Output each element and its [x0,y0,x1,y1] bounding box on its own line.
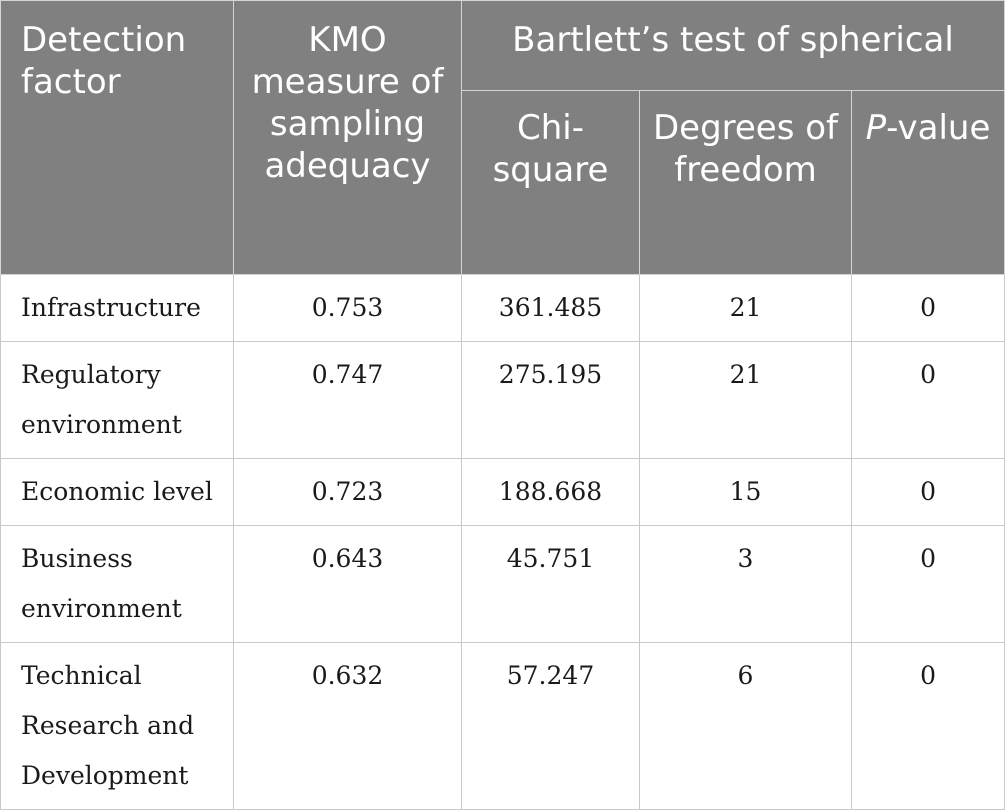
cell-kmo: 0.747 [233,341,462,459]
cell-chi-square: 45.751 [461,525,640,643]
cell-df: 21 [639,341,852,459]
header-chi-square: Chi-square [461,90,640,275]
cell-p-value: 0 [850,458,1005,526]
cell-df: 6 [639,642,852,810]
cell-p-value: 0 [850,274,1005,342]
cell-factor: Technical Research and Development [0,642,234,810]
table-row: Economic level 0.723 188.668 15 0 [0,458,1005,526]
cell-chi-square: 275.195 [461,341,640,459]
header-detection-factor: Detection factor [0,0,234,275]
header-p-rest: -value [886,108,991,148]
header-degrees-of-freedom: Degrees of freedom [639,90,852,275]
table-row: Technical Research and Development 0.632… [0,642,1005,810]
cell-factor: Business environment [0,525,234,643]
cell-df: 3 [639,525,852,643]
cell-chi-square: 361.485 [461,274,640,342]
cell-chi-square: 57.247 [461,642,640,810]
cell-factor: Infrastructure [0,274,234,342]
cell-kmo: 0.753 [233,274,462,342]
table-row: Infrastructure 0.753 361.485 21 0 [0,274,1005,342]
cell-p-value: 0 [850,642,1005,810]
cell-p-value: 0 [850,525,1005,643]
header-kmo: KMO measure of sampling adequacy [233,0,462,275]
cell-factor: Economic level [0,458,234,526]
cell-df: 15 [639,458,852,526]
cell-factor: Regulatory environment [0,341,234,459]
table-row: Business environment 0.643 45.751 3 0 [0,525,1005,643]
cell-kmo: 0.723 [233,458,462,526]
header-p-letter: P [865,108,887,148]
cell-chi-square: 188.668 [461,458,640,526]
header-bartlett: Bartlett’s test of spherical [460,0,1005,91]
cell-kmo: 0.632 [233,642,462,810]
table-header: Detection factor KMO measure of sampling… [0,0,1005,275]
table-row: Regulatory environment 0.747 275.195 21 … [0,341,1005,459]
header-p-value: P-value [850,90,1005,275]
cell-p-value: 0 [850,341,1005,459]
cell-df: 21 [639,274,852,342]
cell-kmo: 0.643 [233,525,462,643]
table-body: Infrastructure 0.753 361.485 21 0 Regula… [0,274,1005,810]
